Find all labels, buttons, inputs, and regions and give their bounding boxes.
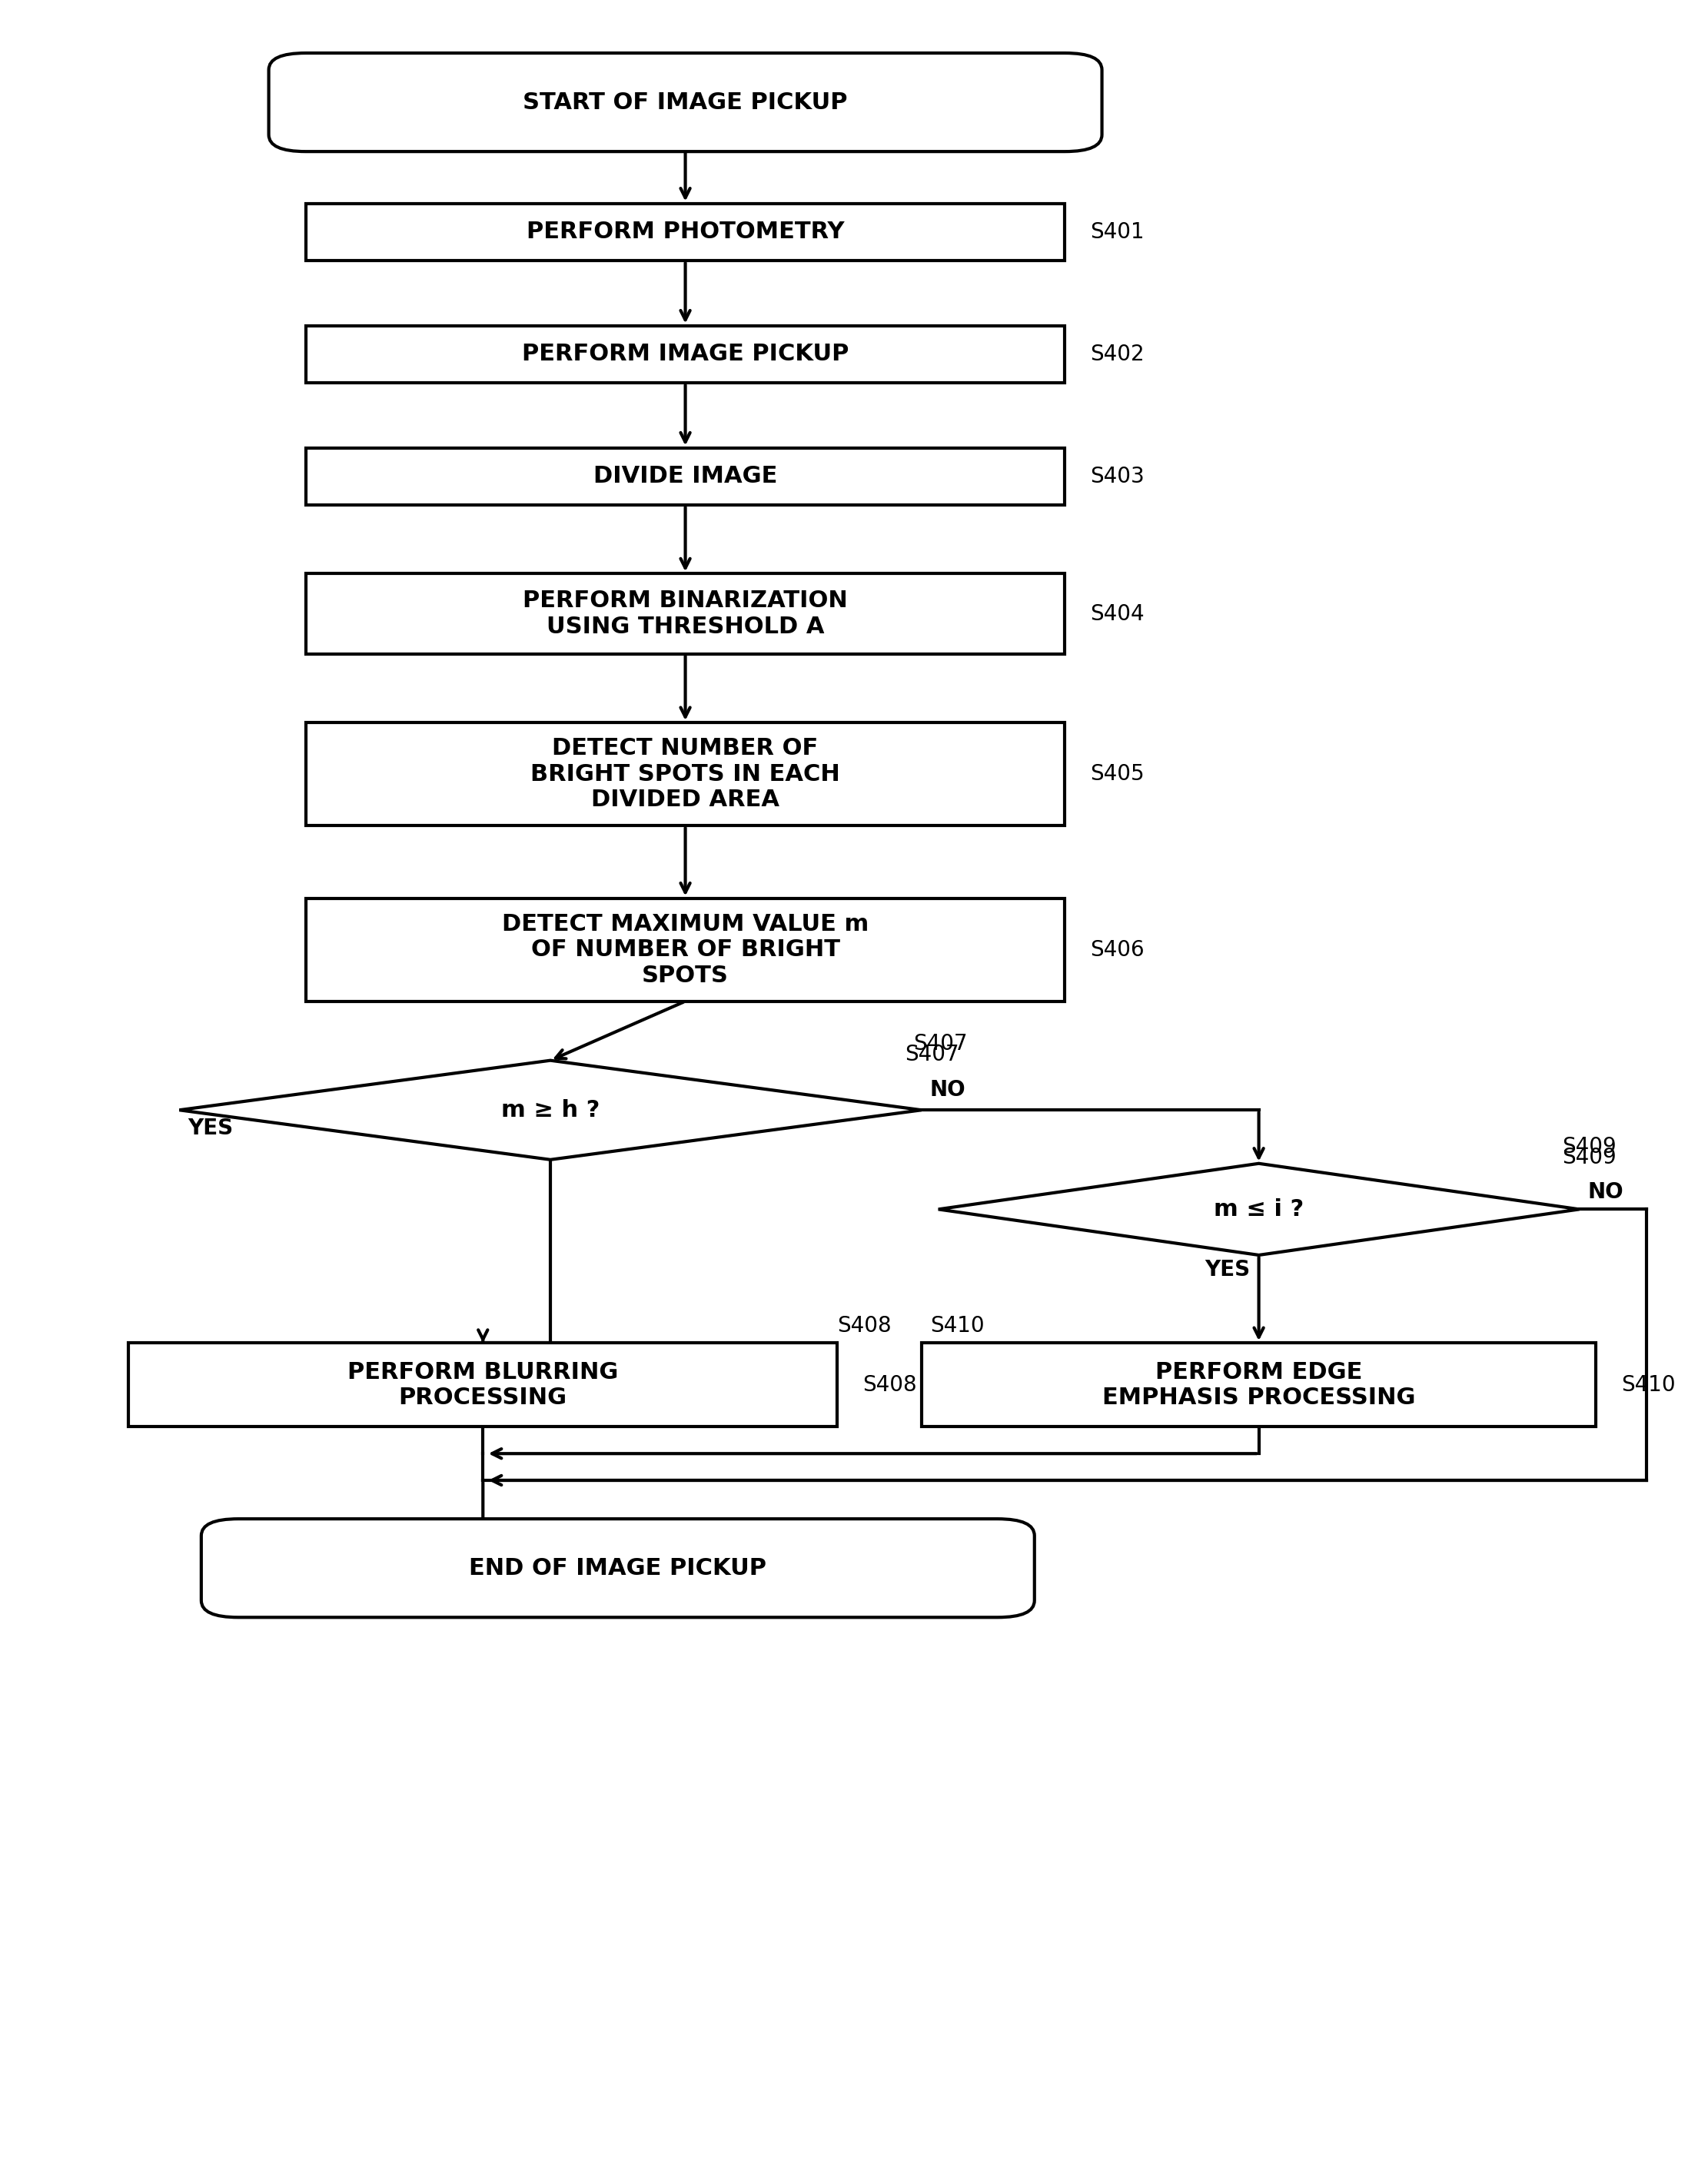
FancyBboxPatch shape [268,54,1102,151]
Text: S401: S401 [1090,222,1144,242]
Text: S403: S403 [1090,466,1144,488]
Text: YES: YES [188,1118,234,1140]
Text: S410: S410 [1621,1373,1676,1395]
Text: S404: S404 [1090,602,1144,624]
Bar [306,723,1064,825]
Bar [306,898,1064,1002]
Text: PERFORM BLURRING
PROCESSING: PERFORM BLURRING PROCESSING [347,1360,618,1410]
Text: PERFORM EDGE
EMPHASIS PROCESSING: PERFORM EDGE EMPHASIS PROCESSING [1102,1360,1416,1410]
Text: S407: S407 [914,1032,967,1054]
Bar [306,574,1064,654]
Text: YES: YES [1204,1259,1250,1280]
Text: S407: S407 [905,1043,958,1064]
Text: S409: S409 [1563,1136,1617,1157]
Text: S402: S402 [1090,343,1144,365]
Text: DIVIDE IMAGE: DIVIDE IMAGE [593,464,777,488]
Text: NO: NO [929,1080,965,1101]
Text: PERFORM PHOTOMETRY: PERFORM PHOTOMETRY [526,220,844,244]
Polygon shape [179,1060,921,1159]
Text: DETECT NUMBER OF
BRIGHT SPOTS IN EACH
DIVIDED AREA: DETECT NUMBER OF BRIGHT SPOTS IN EACH DI… [531,736,840,812]
Text: S406: S406 [1090,939,1144,961]
Text: S408: S408 [837,1315,892,1336]
Text: END OF IMAGE PICKUP: END OF IMAGE PICKUP [470,1557,767,1578]
Bar [306,326,1064,382]
Text: PERFORM IMAGE PICKUP: PERFORM IMAGE PICKUP [523,343,849,365]
FancyBboxPatch shape [202,1520,1035,1617]
Text: m ≥ h ?: m ≥ h ? [500,1099,600,1121]
Text: S405: S405 [1090,764,1144,786]
Text: START OF IMAGE PICKUP: START OF IMAGE PICKUP [523,91,847,114]
Text: S410: S410 [929,1315,984,1336]
Text: S408: S408 [863,1373,917,1395]
Text: m ≤ i ?: m ≤ i ? [1214,1198,1303,1220]
Polygon shape [938,1164,1580,1254]
Text: PERFORM BINARIZATION
USING THRESHOLD A: PERFORM BINARIZATION USING THRESHOLD A [523,589,847,637]
Text: S409: S409 [1563,1146,1617,1168]
Text: DETECT MAXIMUM VALUE m
OF NUMBER OF BRIGHT
SPOTS: DETECT MAXIMUM VALUE m OF NUMBER OF BRIG… [502,913,869,987]
Bar [306,447,1064,505]
Bar [128,1343,837,1427]
Bar [306,203,1064,261]
Bar [921,1343,1595,1427]
Text: NO: NO [1588,1181,1624,1203]
